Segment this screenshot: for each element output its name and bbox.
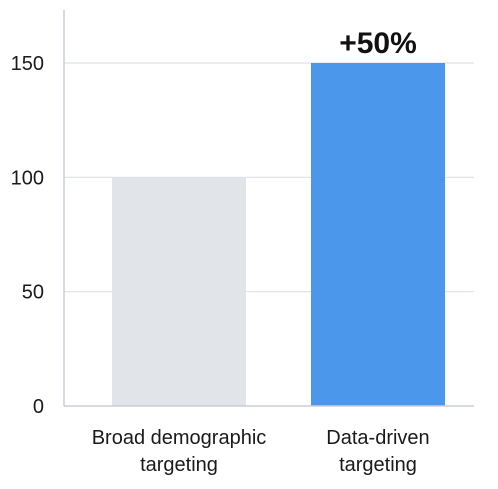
- labels: 0 50 100 150 Broad demographic targeting Data-…: [11, 27, 430, 476]
- x-tick-label: Data-driven: [326, 427, 429, 449]
- x-tick-label: targeting: [339, 454, 417, 476]
- axes: [63, 10, 474, 407]
- bar: [311, 63, 445, 406]
- y-tick-label: 0: [33, 396, 44, 418]
- bar: [112, 177, 246, 406]
- x-tick-label: Broad demographic: [92, 427, 267, 449]
- bar-annotation: +50%: [339, 27, 417, 60]
- bars: [112, 63, 445, 406]
- y-tick-label: 150: [11, 53, 44, 75]
- y-tick-label: 100: [11, 167, 44, 189]
- y-tick-label: 50: [22, 282, 44, 304]
- x-tick-label: targeting: [140, 454, 218, 476]
